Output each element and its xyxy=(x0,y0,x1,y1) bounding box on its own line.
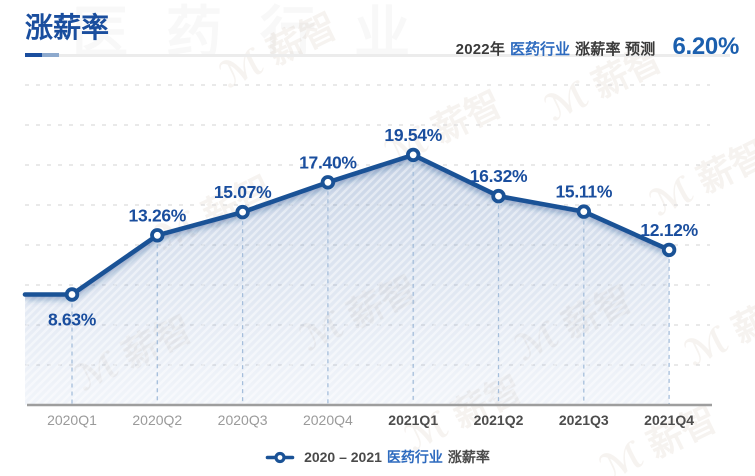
data-point xyxy=(406,147,421,163)
legend-item[interactable]: 2020 – 2021 医药行业 涨薪率 xyxy=(0,447,755,467)
legend-label: 2020 – 2021 医药行业 涨薪率 xyxy=(304,447,490,467)
title-underline xyxy=(25,53,730,58)
data-point xyxy=(491,188,506,204)
data-point xyxy=(661,242,677,258)
data-point xyxy=(576,204,592,219)
drop-lines xyxy=(71,163,670,404)
header: 涨薪率 xyxy=(25,12,730,58)
x-tick-label: 2021Q4 xyxy=(644,412,694,428)
x-tick-label: 2020Q4 xyxy=(303,412,353,428)
prediction-value: 6.20% xyxy=(672,33,739,60)
data-point xyxy=(320,175,336,190)
legend-range: 2020 – 2021 xyxy=(304,449,382,465)
prediction-banner: 2022年 医药行业 涨薪率 预测 6.20% xyxy=(455,33,740,61)
underline-gray-rule xyxy=(59,53,730,57)
x-axis-labels: 2020Q1 2020Q2 2020Q3 2020Q4 2021Q1 2021Q2 2021… xyxy=(47,412,694,428)
data-label: 12.12% xyxy=(640,220,698,240)
page-title: 涨薪率 xyxy=(25,12,110,43)
data-labels: 8.63% 13.26% 15.07% 17.40% 19.54% 16.32% 15.11… xyxy=(48,125,699,330)
data-label: 17.40% xyxy=(299,152,357,172)
prediction-metric: 涨薪率 预测 xyxy=(575,41,656,58)
data-points xyxy=(64,147,677,302)
data-point xyxy=(235,204,250,220)
data-label: 13.26% xyxy=(129,205,187,225)
x-tick-label: 2020Q2 xyxy=(132,412,182,428)
underline-light-segment xyxy=(42,53,59,58)
data-label: 19.54% xyxy=(384,125,442,145)
data-point xyxy=(64,287,80,302)
line-series-marker-icon xyxy=(265,451,295,463)
x-tick-label: 2021Q3 xyxy=(559,412,609,428)
legend-metric: 涨薪率 xyxy=(447,449,490,465)
prediction-industry: 医药行业 xyxy=(510,41,571,58)
x-tick-label: 2021Q1 xyxy=(388,412,438,428)
underline-dark-segment xyxy=(25,53,42,58)
prediction-year: 2022年 xyxy=(455,41,506,58)
data-point xyxy=(150,228,165,243)
x-tick-label: 2020Q1 xyxy=(47,412,97,428)
data-label: 15.07% xyxy=(214,182,272,202)
data-label: 15.11% xyxy=(556,182,613,202)
data-label: 16.32% xyxy=(470,166,528,186)
legend-industry: 医药行业 xyxy=(386,449,443,465)
x-tick-label: 2020Q3 xyxy=(218,412,268,428)
x-tick-label: 2021Q2 xyxy=(474,412,524,428)
data-label: 8.63% xyxy=(48,310,97,330)
